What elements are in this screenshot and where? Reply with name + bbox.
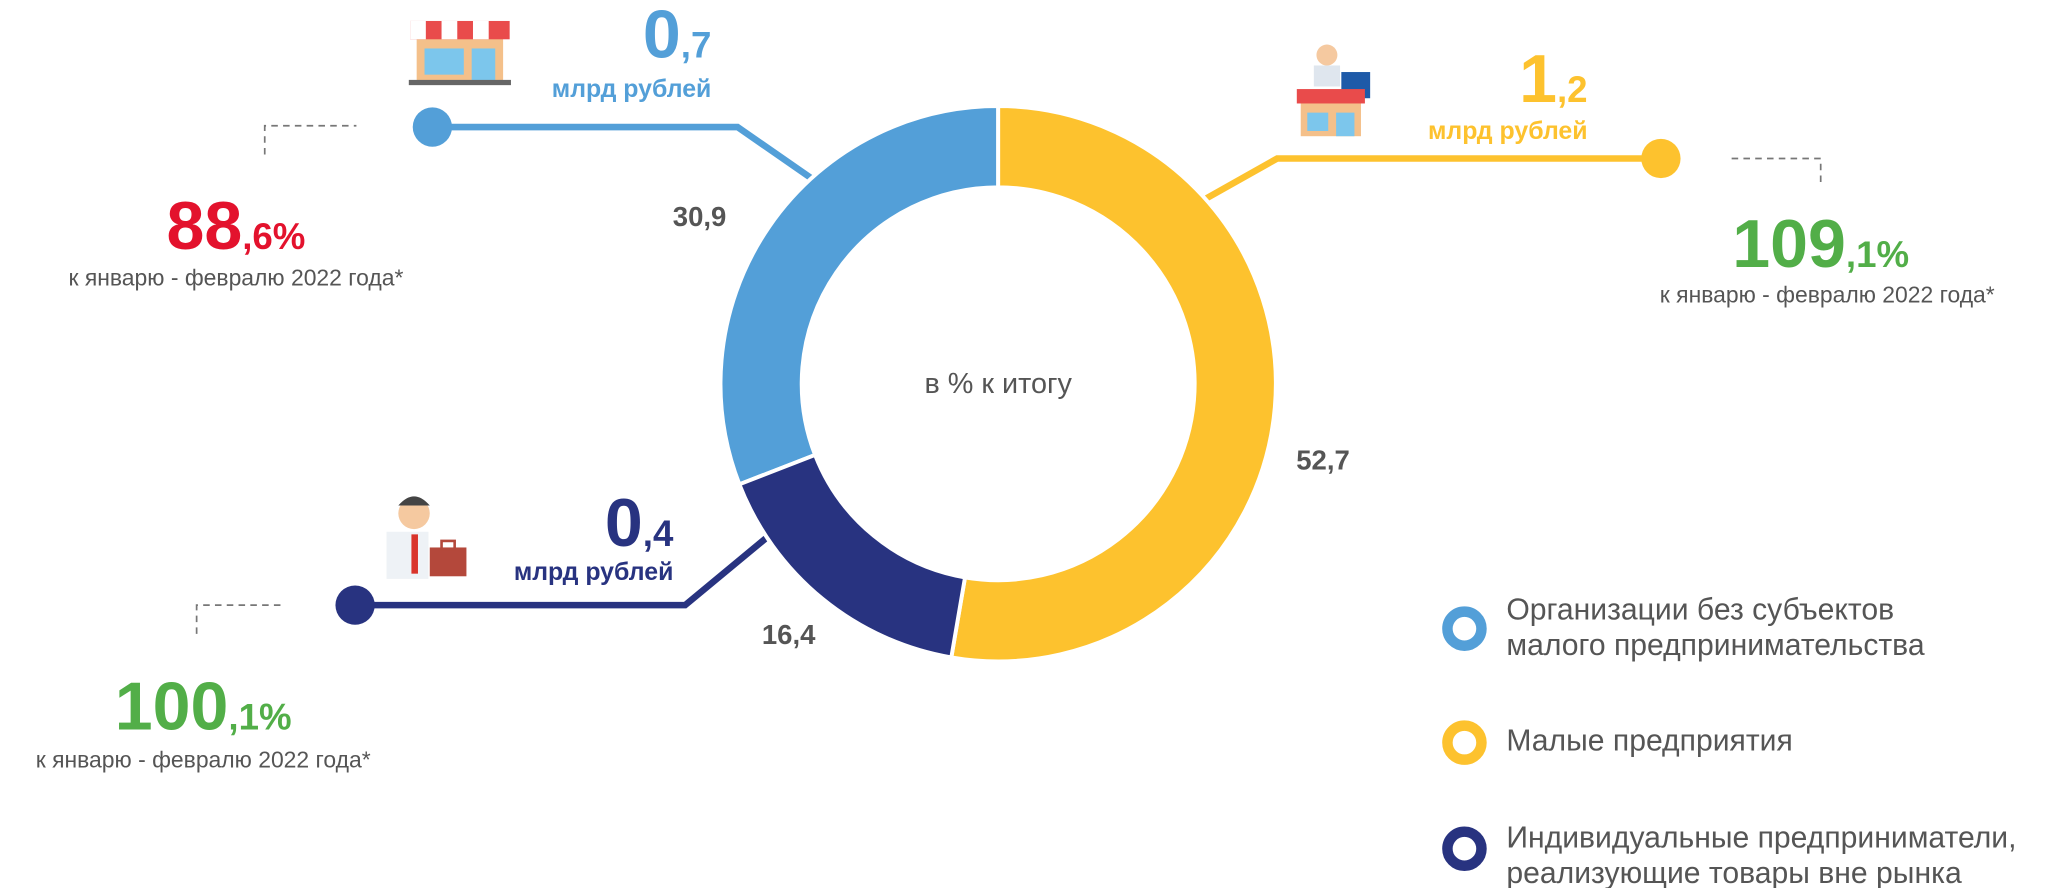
callout-organizations: 0,7 млрд рублей 88,6% к январю - февралю… [68, 0, 814, 291]
segment-label: 30,9 [673, 201, 727, 232]
leader-dot [335, 585, 374, 624]
note: к январю - февралю 2022 года* [36, 747, 371, 773]
legend-label: Индивидуальные предприниматели, реализую… [1506, 820, 2050, 888]
percent: 109,1% [1732, 206, 1909, 282]
donut-segment [721, 106, 999, 484]
legend-item: Малые предприятия [1506, 723, 2050, 802]
bracket [265, 126, 357, 155]
legend-marker [1447, 612, 1481, 646]
segment-label: 52,7 [1296, 445, 1350, 476]
leader-dot [413, 107, 452, 146]
amount: 0,7 [643, 0, 711, 73]
segment-label: 16,4 [762, 619, 816, 650]
leader-line [1205, 158, 1661, 199]
legend-marker [1447, 832, 1481, 866]
unit: млрд рублей [514, 558, 674, 586]
callout-small-enterprises: 1,2 млрд рублей 109,1% к январю - феврал… [1205, 41, 1995, 307]
leader-line [432, 127, 814, 181]
legend-item: Организации без субъектов малого предпри… [1506, 592, 2050, 671]
leader-dot [1641, 139, 1680, 178]
store-icon [409, 21, 511, 85]
legend-label: Малые предприятия [1506, 723, 2050, 758]
note: к январю - февралю 2022 года* [1660, 282, 1995, 308]
legend-label: Организации без субъектов малого предпри… [1506, 592, 2050, 663]
chart: в % к итогу 0,7 млрд рублей 88,6% к янва… [0, 0, 2054, 888]
percent: 100,1% [115, 669, 292, 745]
percent: 88,6% [166, 188, 305, 264]
seller-icon [1297, 45, 1370, 137]
bracket [1732, 158, 1821, 187]
amount: 0,4 [605, 485, 674, 561]
bracket [197, 605, 286, 634]
unit: млрд рублей [552, 75, 712, 103]
legend-item: Индивидуальные предприниматели, реализую… [1506, 820, 2050, 888]
center-label: в % к итогу [924, 368, 1072, 400]
page: {"chart_data": {"type": "donut", "center… [0, 0, 2054, 888]
entrepreneur-icon [387, 496, 467, 579]
note: к январю - февралю 2022 года* [68, 265, 403, 291]
callout-entrepreneurs: 0,4 млрд рублей 100,1% к январю - феврал… [36, 485, 769, 772]
legend-marker [1447, 726, 1481, 760]
amount: 1,2 [1519, 41, 1587, 117]
unit: млрд рублей [1428, 117, 1588, 145]
